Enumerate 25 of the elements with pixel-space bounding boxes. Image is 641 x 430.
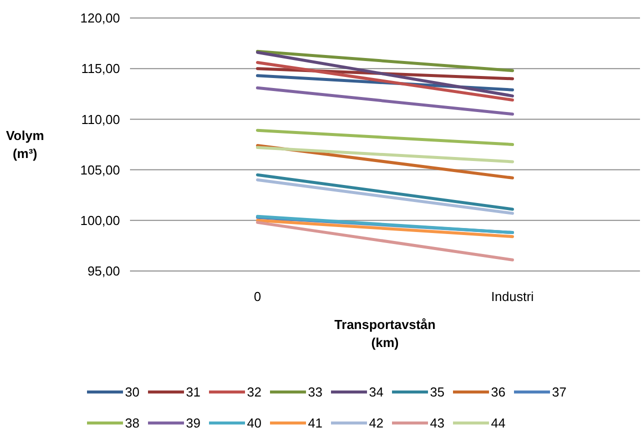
legend-label: 44 [491, 416, 506, 430]
y-tick-label: 100,00 [80, 212, 120, 228]
legend-label: 37 [552, 384, 566, 400]
legend-label: 43 [430, 416, 444, 430]
legend-label: 42 [369, 416, 384, 430]
legend-label: 34 [369, 384, 384, 400]
legend-label: 35 [430, 384, 444, 400]
legend-label: 41 [308, 416, 322, 430]
x-tick-label: Industri [491, 289, 534, 304]
y-tick-label: 115,00 [81, 61, 120, 76]
legend-label: 39 [186, 416, 200, 430]
legend-label: 36 [491, 384, 506, 400]
legend-label: 30 [125, 384, 140, 400]
legend-label: 38 [125, 416, 140, 430]
legend-label: 31 [186, 384, 200, 400]
x-axis-title: Transportavstån (km) [334, 317, 436, 350]
y-axis-title: Volym (m³) [6, 128, 44, 161]
y-tick-label: 120,00 [80, 10, 120, 26]
legend-label: 40 [247, 416, 262, 430]
x-tick-label: 0 [254, 289, 262, 304]
y-tick-label: 105,00 [80, 162, 120, 178]
y-tick-label: 110,00 [81, 112, 120, 127]
y-tick-label: 95,00 [87, 264, 120, 279]
legend-label: 33 [308, 384, 322, 400]
legend-label: 32 [247, 384, 262, 400]
